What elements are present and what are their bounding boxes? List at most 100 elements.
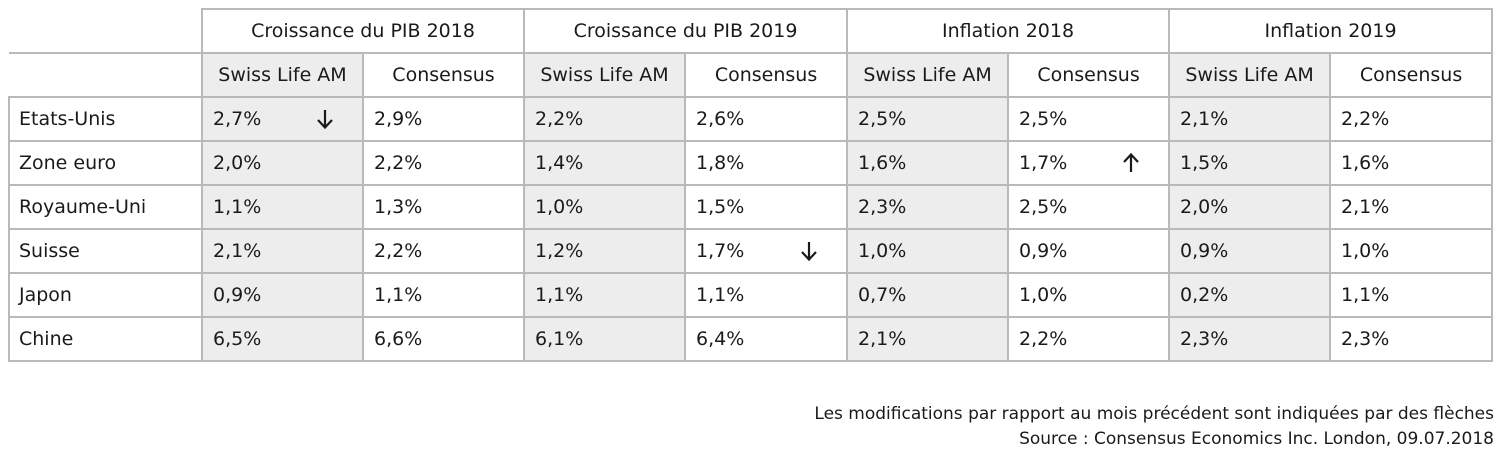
value-cell-consensus: 1,7% [684, 228, 849, 274]
corner-cell [9, 53, 203, 98]
value-cell-consensus: 1,1% [1329, 272, 1494, 318]
value-cell-swiss-life-am: 1,0% [846, 228, 1010, 274]
footnote-changes: Les modifications par rapport au mois pr… [814, 404, 1494, 424]
value-cell-consensus: 2,9% [361, 96, 526, 142]
group-header-gdp-2019: Croissance du PIB 2019 [523, 8, 849, 54]
value-text: 1,7% [1019, 152, 1068, 174]
value-cell-swiss-life-am: 0,9% [1168, 228, 1332, 274]
table-row: Royaume-Uni 1,1% 1,3% 1,0% 1,5% 2,3% 2,5% 2,0% 2… [8, 184, 1494, 230]
value-text: 2,2% [374, 240, 423, 262]
value-text: 2,3% [1180, 328, 1229, 350]
value-text: 1,8% [696, 152, 745, 174]
value-cell-consensus: 1,7% [1007, 140, 1171, 186]
value-text: 1,0% [1341, 240, 1390, 262]
value-cell-consensus: 2,3% [1329, 316, 1494, 362]
value-cell-swiss-life-am: 0,2% [1168, 272, 1332, 318]
value-cell-swiss-life-am: 6,1% [523, 316, 687, 362]
value-text: 0,9% [1019, 240, 1068, 262]
value-cell-swiss-life-am: 0,9% [201, 272, 364, 318]
group-header-inflation-2018: Inflation 2018 [846, 8, 1171, 54]
country-label: Chine [8, 316, 203, 362]
sub-header-swiss-life-am: Swiss Life AM [846, 52, 1010, 98]
value-text: 2,5% [1019, 108, 1068, 130]
value-text: 6,1% [535, 328, 584, 350]
table-body: Etats-Unis 2,7% 2,9% 2,2% 2,6% 2,5% 2,5% 2,1% 2,… [8, 96, 1494, 362]
sub-header-swiss-life-am: Swiss Life AM [1168, 52, 1332, 98]
value-text: 2,2% [374, 152, 423, 174]
value-text: 1,1% [213, 196, 262, 218]
value-cell-consensus: 2,5% [1007, 96, 1171, 142]
value-text: 0,9% [213, 284, 262, 306]
value-text: 1,1% [374, 284, 423, 306]
value-cell-swiss-life-am: 2,1% [846, 316, 1010, 362]
value-text: 2,5% [1019, 196, 1068, 218]
value-cell-swiss-life-am: 1,1% [523, 272, 687, 318]
value-text: 6,5% [213, 328, 262, 350]
value-text: 1,1% [1341, 284, 1390, 306]
sub-header-consensus: Consensus [1007, 52, 1171, 98]
value-cell-swiss-life-am: 1,1% [201, 184, 364, 230]
value-text: 1,6% [1341, 152, 1390, 174]
value-cell-consensus: 1,3% [361, 184, 526, 230]
sub-header-consensus: Consensus [1329, 52, 1494, 98]
value-text: 2,3% [1341, 328, 1390, 350]
table-row: Japon 0,9% 1,1% 1,1% 1,1% 0,7% 1,0% 0,2% 1,1% [8, 272, 1494, 318]
footnote-source: Source : Consensus Economics Inc. London… [1019, 429, 1494, 449]
value-text: 1,1% [535, 284, 584, 306]
value-text: 2,3% [858, 196, 907, 218]
arrow-up-icon [1122, 152, 1140, 174]
group-header-row: Croissance du PIB 2018 Croissance du PIB… [9, 8, 1494, 54]
forecast-table: Croissance du PIB 2018 Croissance du PIB… [8, 8, 1494, 362]
value-cell-swiss-life-am: 0,7% [846, 272, 1010, 318]
value-text: 0,7% [858, 284, 907, 306]
value-text: 2,7% [213, 108, 262, 130]
value-cell-consensus: 6,4% [684, 316, 849, 362]
value-text: 1,4% [535, 152, 584, 174]
value-cell-consensus: 6,6% [361, 316, 526, 362]
value-text: 2,1% [1341, 196, 1390, 218]
value-text: 1,7% [696, 240, 745, 262]
value-cell-swiss-life-am: 1,6% [846, 140, 1010, 186]
value-cell-consensus: 1,1% [361, 272, 526, 318]
value-text: 2,0% [1180, 196, 1229, 218]
value-cell-consensus: 2,2% [361, 140, 526, 186]
value-text: 2,5% [858, 108, 907, 130]
value-cell-consensus: 1,5% [684, 184, 849, 230]
value-cell-swiss-life-am: 1,5% [1168, 140, 1332, 186]
value-cell-swiss-life-am: 1,2% [523, 228, 687, 274]
value-text: 1,3% [374, 196, 423, 218]
group-header-inflation-2019: Inflation 2019 [1168, 8, 1494, 54]
value-text: 6,6% [374, 328, 423, 350]
value-text: 2,6% [696, 108, 745, 130]
value-cell-consensus: 2,2% [1329, 96, 1494, 142]
value-text: 1,0% [535, 196, 584, 218]
arrow-down-icon [316, 108, 334, 130]
value-cell-swiss-life-am: 2,5% [846, 96, 1010, 142]
value-text: 2,1% [213, 240, 262, 262]
value-cell-consensus: 1,6% [1329, 140, 1494, 186]
value-text: 2,2% [535, 108, 584, 130]
value-cell-consensus: 2,5% [1007, 184, 1171, 230]
value-cell-swiss-life-am: 2,0% [201, 140, 364, 186]
value-text: 0,2% [1180, 284, 1229, 306]
value-cell-consensus: 1,0% [1007, 272, 1171, 318]
value-cell-swiss-life-am: 2,3% [846, 184, 1010, 230]
sub-header-row: Swiss Life AM Consensus Swiss Life AM Co… [9, 52, 1494, 98]
value-cell-consensus: 1,0% [1329, 228, 1494, 274]
value-text: 6,4% [696, 328, 745, 350]
value-cell-consensus: 2,6% [684, 96, 849, 142]
country-label: Royaume-Uni [8, 184, 203, 230]
value-text: 2,0% [213, 152, 262, 174]
group-header-gdp-2018: Croissance du PIB 2018 [200, 8, 526, 54]
value-cell-swiss-life-am: 1,4% [523, 140, 687, 186]
value-cell-consensus: 1,8% [684, 140, 849, 186]
value-cell-consensus: 2,2% [361, 228, 526, 274]
sub-header-swiss-life-am: Swiss Life AM [523, 52, 687, 98]
corner-cell [9, 9, 203, 54]
value-cell-swiss-life-am: 2,7% [201, 96, 364, 142]
value-text: 0,9% [1180, 240, 1229, 262]
value-cell-swiss-life-am: 2,1% [1168, 96, 1332, 142]
value-text: 2,9% [374, 108, 423, 130]
table-row: Zone euro 2,0% 2,2% 1,4% 1,8% 1,6% 1,7% 1,5% 1,6… [8, 140, 1494, 186]
value-text: 1,0% [858, 240, 907, 262]
